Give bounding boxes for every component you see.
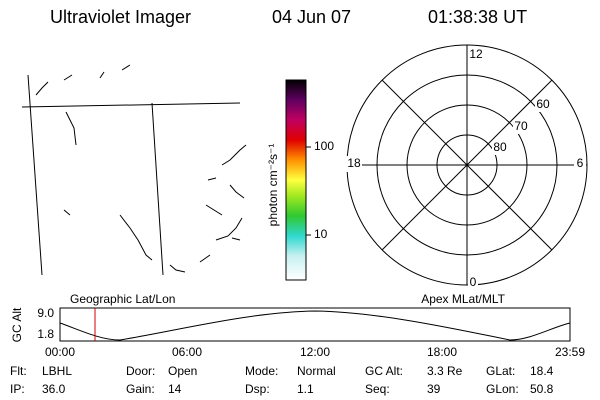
- y-axis-label: GC Alt: [10, 307, 24, 342]
- status-label: GC Alt:: [365, 364, 403, 378]
- status-value: 39: [427, 382, 441, 396]
- colorbar-tick-label: 10: [314, 227, 328, 241]
- status-value: 18.4: [530, 364, 554, 378]
- status-value: 36.0: [42, 382, 66, 396]
- polar-grid: [346, 44, 588, 286]
- mlt-label: 6: [577, 156, 584, 170]
- mlt-label: 12: [469, 47, 483, 61]
- status-panel: Flt: LBHL Door: Open Mode: Normal GC Alt: 3.3 R…: [10, 364, 554, 396]
- x-tick-label: 18:00: [427, 345, 457, 359]
- mlat-label: 60: [536, 97, 550, 111]
- mlt-label: 18: [347, 156, 361, 170]
- y-tick-label: 1.8: [37, 327, 54, 341]
- status-label: GLat:: [486, 364, 515, 378]
- mlat-label: 70: [514, 119, 528, 133]
- status-label: Seq:: [365, 382, 390, 396]
- status-label: Gain:: [126, 382, 155, 396]
- timeline-frame: [59, 307, 571, 342]
- status-value: Open: [168, 364, 197, 378]
- status-value: 50.8: [530, 382, 554, 396]
- time: 01:38:38 UT: [428, 7, 527, 27]
- x-tick-label: 00:00: [45, 345, 75, 359]
- x-tick-label: 12:00: [300, 345, 330, 359]
- x-tick-label: 23:59: [555, 345, 585, 359]
- status-label: Flt:: [10, 364, 27, 378]
- altitude-curve: [59, 310, 571, 341]
- status-label: Mode:: [245, 364, 278, 378]
- map: [21, 64, 247, 276]
- date: 04 Jun 07: [272, 7, 351, 27]
- mlat-label: 80: [493, 140, 507, 154]
- mlt-label: 0: [470, 275, 477, 289]
- status-value: LBHL: [42, 364, 72, 378]
- x-tick-label: 06:00: [172, 345, 202, 359]
- colorbar: [285, 79, 307, 281]
- status-value: 14: [168, 382, 182, 396]
- y-tick-label: 9.0: [37, 306, 54, 320]
- title: Ultraviolet Imager: [50, 7, 191, 27]
- status-value: Normal: [297, 364, 336, 378]
- status-value: 3.3 Re: [427, 364, 463, 378]
- status-label: Door:: [126, 364, 155, 378]
- status-label: GLon:: [486, 382, 519, 396]
- timeline-right-title: Apex MLat/MLT: [421, 292, 505, 306]
- status-label: IP:: [10, 382, 25, 396]
- colorbar-label: photon cm⁻²s⁻¹: [266, 144, 280, 227]
- timeline-left-title: Geographic Lat/Lon: [70, 292, 175, 306]
- status-value: 1.1: [297, 382, 314, 396]
- colorbar-tick-label: 100: [314, 139, 334, 153]
- status-label: Dsp:: [245, 382, 270, 396]
